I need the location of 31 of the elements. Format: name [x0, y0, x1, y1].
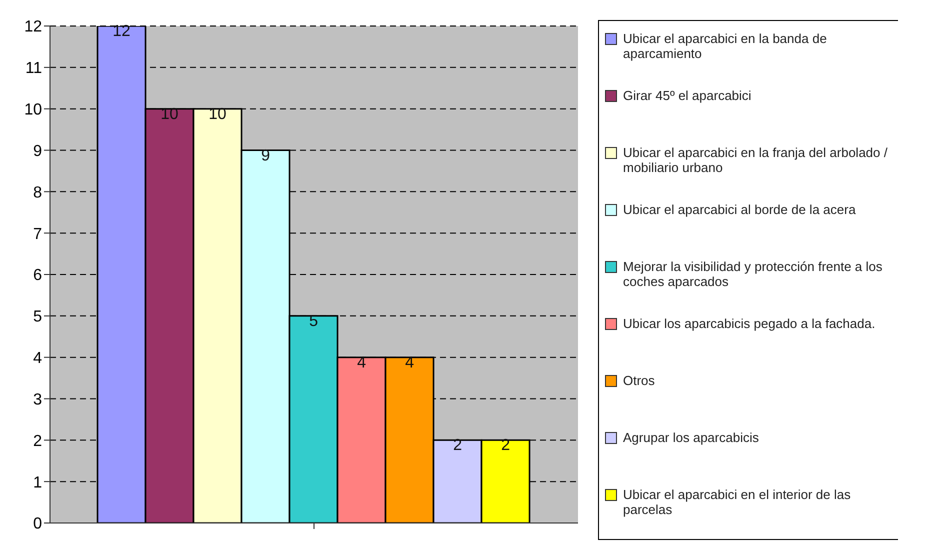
y-tick-label: 7	[33, 226, 42, 243]
y-tick-label: 1	[33, 474, 42, 492]
data-label: 9	[261, 147, 270, 164]
y-tick-label: 0	[33, 516, 42, 533]
y-tick-label: 8	[33, 184, 42, 202]
data-label: 12	[112, 23, 131, 40]
y-tick-label: 5	[33, 308, 42, 326]
y-tick-label: 6	[33, 267, 42, 284]
legend-label: Ubicar el aparcabici en el interior de las parcelas	[623, 487, 852, 517]
legend-label: Agrupar los aparcabicis	[623, 430, 759, 445]
data-label: 4	[405, 354, 414, 372]
y-tick-label: 11	[25, 60, 42, 78]
legend-label: Girar 45º el aparcabici	[623, 88, 752, 103]
legend-label: Ubicar el aparcabici en la banda de aparcamiento	[623, 31, 828, 61]
data-label: 10	[160, 106, 179, 123]
y-tick-label: 4	[33, 350, 42, 368]
data-label: 10	[208, 106, 227, 123]
data-label: 2	[453, 437, 462, 454]
legend-label: Ubicar el aparcabici en la franja del arbolado / mobiliario urbano	[623, 145, 888, 175]
legend-label: Ubicar el aparcabici al borde de la acera	[623, 202, 856, 217]
y-tick-label: 3	[33, 391, 42, 408]
legend-label: Ubicar los aparcabicis pegado a la fachada.	[623, 316, 876, 331]
y-tick-label: 10	[24, 102, 42, 119]
legend-label: Otros	[623, 373, 655, 388]
y-tick-label: 9	[33, 142, 42, 160]
data-label: 5	[309, 312, 318, 330]
data-label: 2	[501, 437, 510, 454]
legend-label: Mejorar la visibilidad y protección frente a los coches aparcados	[623, 259, 884, 289]
data-label: 4	[357, 354, 366, 372]
y-tick-label: 12	[24, 18, 42, 36]
y-tick-label: 2	[33, 432, 42, 450]
